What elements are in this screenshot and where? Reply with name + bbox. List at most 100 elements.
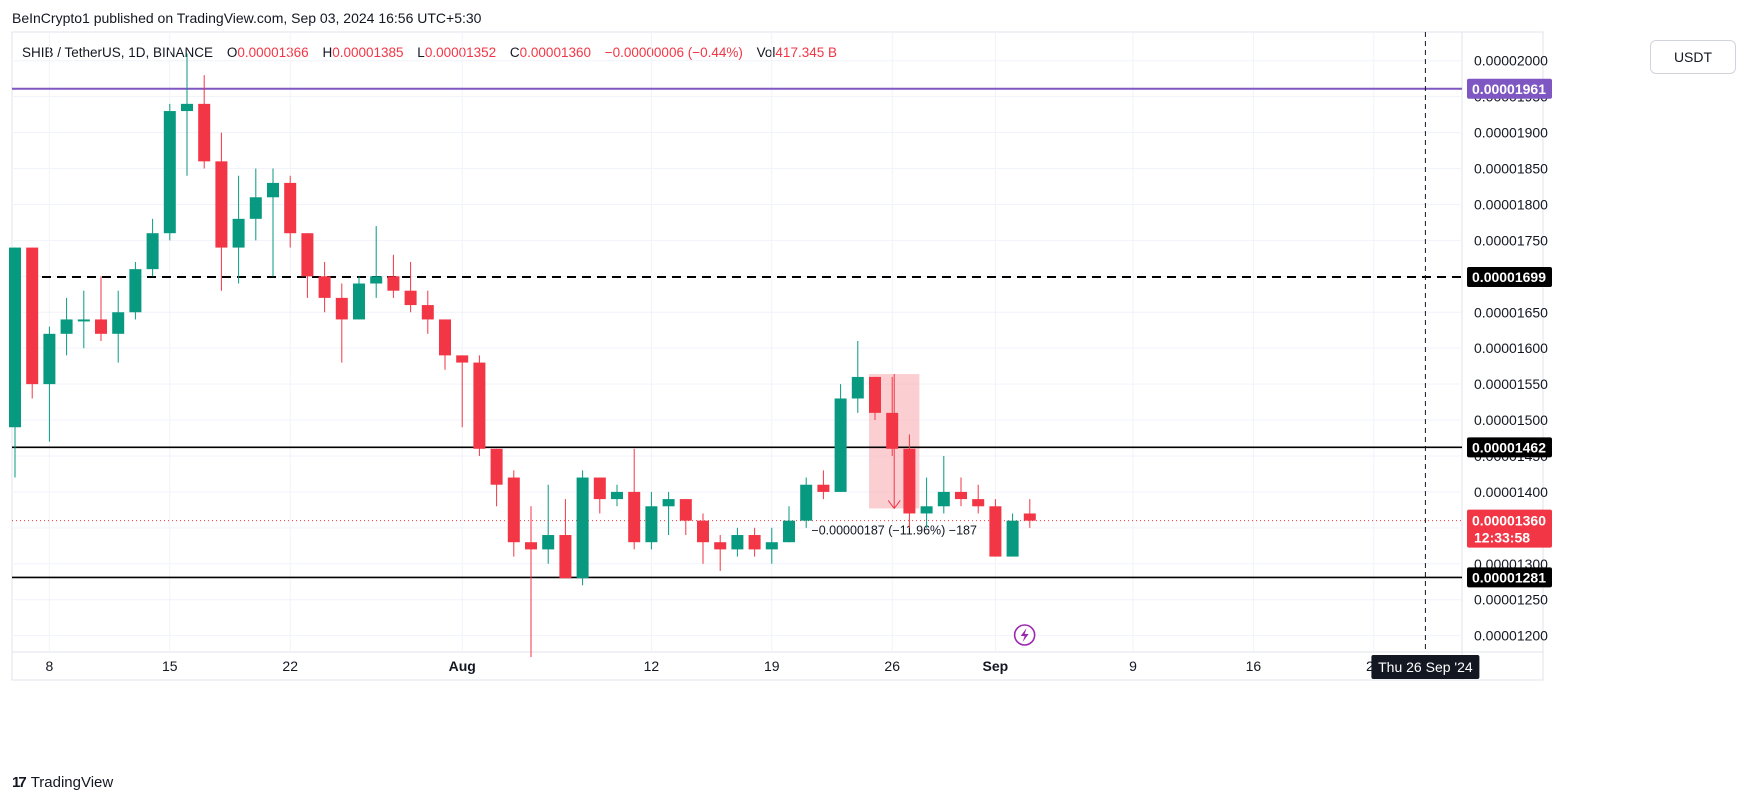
candle-body (869, 376, 881, 413)
candle-body (989, 506, 1002, 557)
candle-body (404, 290, 417, 306)
candle-down (473, 355, 486, 456)
candle-down (525, 506, 537, 658)
last-price-tag-bg (1467, 509, 1552, 548)
candle-up (662, 491, 675, 536)
candle-body (645, 506, 658, 543)
candle-body (507, 477, 520, 543)
candle-down (748, 527, 761, 557)
date-tick-label: 9 (1129, 658, 1137, 674)
candle-down (593, 477, 606, 514)
candle-down (507, 470, 520, 557)
candle-body (112, 312, 125, 334)
candle-down (697, 513, 709, 564)
countdown-label: 12:33:58 (1474, 530, 1530, 546)
candle-up (542, 484, 555, 564)
date-tick-label: 19 (764, 658, 780, 674)
level-tag-bg (1467, 437, 1552, 458)
candle-up (353, 276, 365, 320)
tradingview-brand[interactable]: 17 TradingView (12, 774, 113, 791)
lightning-event-icon (1013, 624, 1036, 646)
date-tick-label: Sep (983, 658, 1009, 674)
candle-up (232, 175, 245, 284)
candle-down (955, 477, 967, 507)
candle-body (249, 197, 262, 219)
candle-down (679, 499, 692, 536)
candle-body (834, 398, 847, 492)
candle-down (559, 499, 572, 579)
measure-label: −0.00000187 (−11.96%) −187 (811, 523, 977, 537)
candle-up (1006, 513, 1019, 557)
candle-body (284, 182, 297, 234)
candle-up (9, 247, 21, 478)
candle-body (267, 182, 279, 198)
candle-body (748, 535, 761, 550)
candle-body (473, 362, 486, 449)
candle-body (421, 305, 434, 320)
candle-down (215, 132, 228, 291)
price-tick-label: 0.00001400 (1474, 484, 1548, 500)
candle-body (731, 535, 744, 550)
candle-down (318, 261, 331, 313)
candle-up (112, 290, 125, 363)
candle-body (198, 103, 211, 162)
candle-body (697, 520, 709, 543)
candle-body (60, 319, 73, 334)
last-price-label: 0.00001360 (1472, 513, 1546, 529)
candle-body (301, 233, 314, 277)
brand-name: TradingView (30, 774, 114, 791)
candle-body (851, 376, 864, 399)
low-label: L (417, 45, 425, 60)
price-tick-label: 0.00001500 (1474, 412, 1548, 428)
level-tag-label: 0.00001281 (1472, 569, 1546, 585)
publisher-caption: BeInCrypto1 published on TradingView.com… (12, 10, 482, 26)
candle-body (77, 319, 90, 322)
time-axis[interactable]: 81522Aug121926Sep91623 (46, 658, 1382, 674)
price-tags: 0.00001961 0.00001699 0.00001462 0.00001281… (1467, 78, 1552, 588)
price-tick-label: 0.00001800 (1474, 196, 1548, 212)
candle-down (869, 376, 881, 421)
open-label: O (226, 45, 238, 60)
candle-body (714, 542, 727, 550)
price-tick-label: 0.00001750 (1474, 232, 1548, 248)
candle-up (834, 384, 847, 492)
level-price-tag: 0.00001961 (1467, 78, 1552, 99)
currency-button[interactable]: USDT (1650, 40, 1736, 74)
price-tick-label: 0.00001650 (1474, 304, 1548, 320)
candle-body (817, 484, 830, 492)
price-axis[interactable]: 0.000012000.000012500.000013000.00001350… (1474, 53, 1548, 644)
candle-body (628, 491, 641, 543)
horizontal-lines[interactable] (12, 87, 1462, 579)
chart-frame (11, 31, 1544, 681)
candle-up (611, 484, 623, 507)
candle-down (439, 319, 451, 370)
candle-body (232, 218, 245, 248)
candle-down (972, 484, 985, 514)
candle-up (851, 341, 864, 413)
date-tick-label: 12 (644, 658, 660, 674)
symbol-name[interactable]: SHIB / TetherUS, 1D, BINANCE (22, 45, 214, 60)
price-tick-label: 0.00001850 (1474, 161, 1548, 177)
candle-body (387, 276, 400, 291)
date-tick-label: 8 (46, 658, 54, 674)
chart-grid (11, 31, 1544, 681)
candle-body (955, 491, 967, 500)
candle-down (628, 448, 641, 550)
candle-up (163, 103, 176, 241)
price-tick-label: 0.00001550 (1474, 376, 1548, 392)
candle-body (43, 333, 56, 385)
candles (9, 53, 1036, 658)
price-tick-label: 0.00001900 (1474, 125, 1548, 141)
candle-down (886, 376, 899, 456)
candle-body (611, 491, 623, 500)
low-value: 0.00001352 (424, 45, 497, 60)
close-value: 0.00001360 (519, 45, 591, 60)
candle-down (387, 254, 400, 298)
candle-down (989, 499, 1002, 557)
candle-body (972, 499, 985, 507)
candle-up (43, 326, 56, 442)
candle-down (301, 233, 314, 298)
date-tick-label: Aug (449, 658, 476, 674)
candle-body (95, 319, 107, 334)
